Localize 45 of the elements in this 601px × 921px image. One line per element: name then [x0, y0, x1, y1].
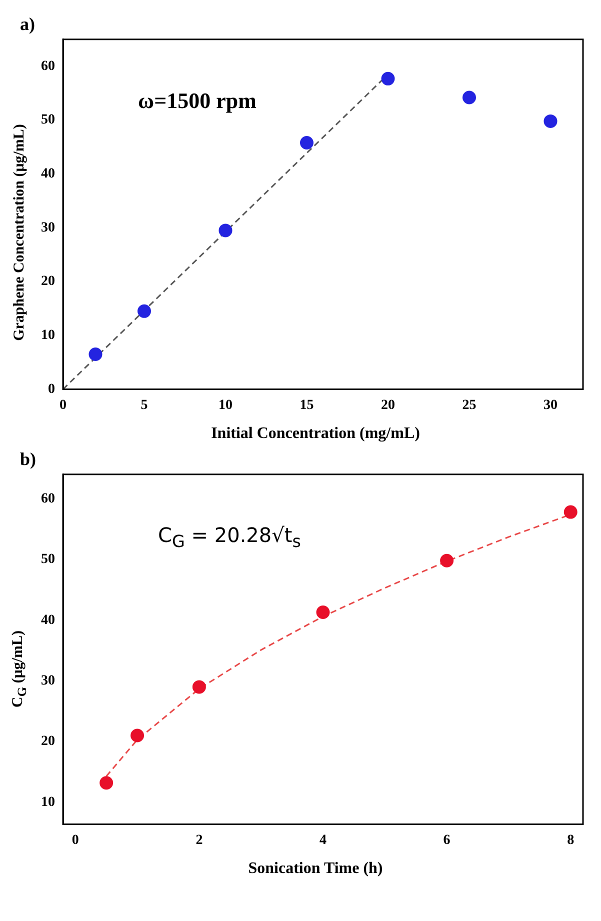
x-tick-label: 0 — [72, 833, 79, 848]
x-tick-label: 8 — [567, 833, 574, 848]
x-tick-label: 25 — [462, 398, 476, 414]
y-tick-label: 20 — [41, 274, 55, 290]
chart-title: b) — [20, 449, 36, 470]
annotation: C$_{G}$ = 20.28√t$_{s}$ — [158, 523, 301, 551]
x-tick-label: 4 — [320, 833, 326, 848]
y-tick-label: 50 — [41, 552, 55, 568]
x-tick-label: 5 — [140, 398, 148, 414]
point — [316, 606, 330, 620]
x-axis-title: Initial Concentration (mg/mL) — [210, 425, 421, 443]
y-axis-title: Graphene Concentration (μg/mL) — [12, 122, 28, 342]
y-tick-label: 30 — [41, 220, 55, 236]
y-tick-label: 30 — [41, 673, 55, 688]
y-tick-label: 10 — [41, 794, 55, 810]
point — [138, 304, 151, 318]
y-tick-label: 0 — [48, 382, 55, 397]
y-tick-label: 20 — [41, 734, 55, 750]
x-tick-label: 15 — [300, 398, 314, 414]
y-tick-label: 60 — [41, 491, 55, 506]
x-tick-label: 0 — [60, 398, 66, 414]
y-tick-label: 10 — [41, 328, 55, 343]
point — [100, 776, 114, 790]
y-tick-label: 40 — [41, 166, 55, 182]
x-tick-label: 30 — [544, 398, 558, 414]
chart-title: a) — [20, 14, 35, 35]
annotation: ω=1500 rpm — [138, 88, 256, 114]
x-tick-label: 2 — [196, 833, 203, 848]
y-tick-label: 50 — [41, 112, 55, 128]
point — [218, 224, 232, 238]
point — [300, 136, 314, 150]
point — [88, 347, 102, 361]
point — [192, 680, 206, 694]
x-tick-label: 6 — [443, 833, 450, 848]
point — [462, 90, 476, 104]
x-axis-title: Sonication Time (h) — [247, 860, 384, 878]
point — [130, 728, 144, 742]
x-tick-label: 20 — [381, 398, 395, 414]
point — [564, 505, 578, 519]
point — [544, 114, 558, 128]
y-tick-label: 60 — [41, 58, 55, 74]
y-tick-label: 40 — [41, 612, 55, 628]
x-tick-label: 10 — [218, 398, 232, 414]
point — [381, 72, 395, 86]
point — [440, 554, 454, 568]
